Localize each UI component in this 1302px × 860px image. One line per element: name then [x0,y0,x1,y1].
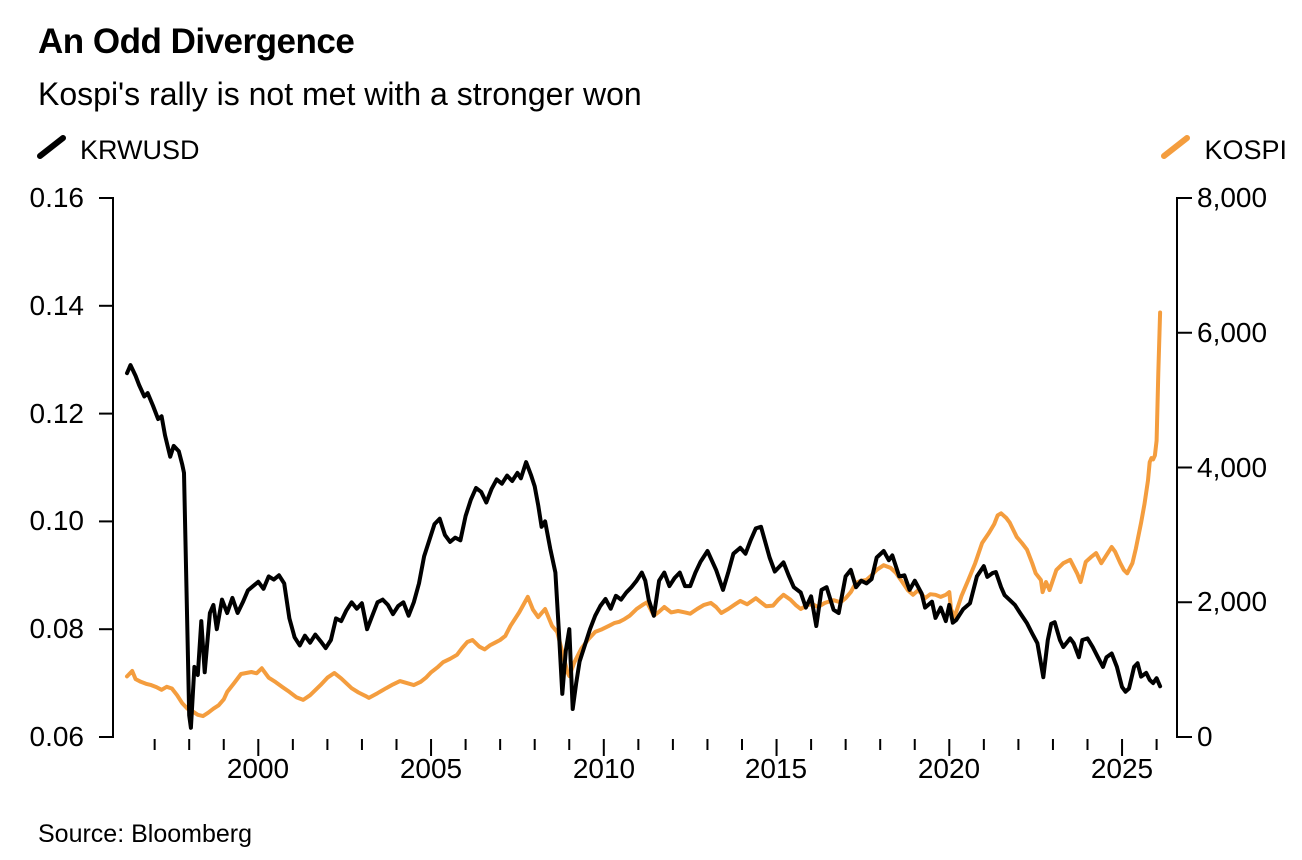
left-axis-tick-label: 0.10 [29,505,85,536]
source-credit: Source: Bloomberg [38,820,253,848]
right-axis-tick-label: 2,000 [1197,586,1268,617]
right-axis-tick-label: 0 [1197,721,1213,752]
right-axis-tick-label: 4,000 [1197,452,1268,483]
right-axis-tick-label: 8,000 [1197,182,1268,213]
x-axis-year-label: 2015 [744,753,808,784]
left-axis-tick-label: 0.16 [29,182,85,213]
x-axis-year-label: 2005 [399,753,463,784]
left-axis-tick-label: 0.06 [29,721,85,752]
krwusd-line [125,363,1163,730]
x-axis-year-label: 2010 [572,753,636,784]
chart-title: An Odd Divergence [38,22,355,61]
kospi-line [125,310,1163,719]
x-axis-year-label: 2025 [1090,753,1154,784]
krwusd-line-swatch-icon [36,133,68,168]
kospi-line-swatch-icon [1160,133,1192,168]
right-axis-tick-label: 6,000 [1197,317,1268,348]
legend-item-krwusd: KRWUSD [36,134,200,166]
legend-item-kospi: KOSPI [1160,134,1287,166]
left-axis-tick-label: 0.14 [29,290,85,321]
legend-label-krwusd: KRWUSD [80,134,200,165]
x-axis-year-label: 2000 [226,753,290,784]
left-axis-tick-label: 0.08 [29,613,85,644]
legend-label-kospi: KOSPI [1204,134,1287,165]
left-axis-tick-label: 0.12 [29,398,85,429]
chart-subtitle: Kospi's rally is not met with a stronger… [38,76,642,112]
x-axis-year-label: 2020 [917,753,981,784]
